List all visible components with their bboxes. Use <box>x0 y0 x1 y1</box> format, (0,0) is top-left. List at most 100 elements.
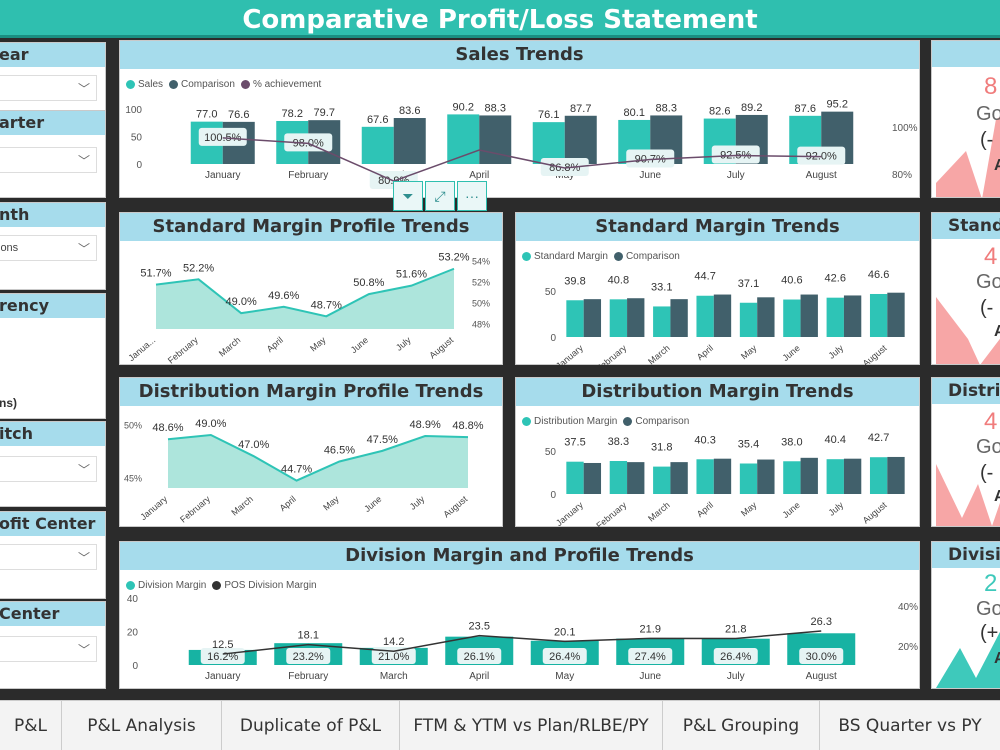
chevron-down-icon: ﹀ <box>77 242 90 256</box>
x-tick-label: June <box>780 343 801 363</box>
x-tick-label: February <box>288 170 328 181</box>
canvas-bottom-edge <box>0 690 1000 700</box>
kpi-card-sales[interactable]: 8 Go (- A <box>931 40 1000 198</box>
year-dropdown[interactable]: ﹀ <box>0 75 97 101</box>
standard-margin-profile-panel[interactable]: Standard Margin Profile Trends 51.7% Janu… <box>119 212 503 365</box>
y-tick-label: 0 <box>136 160 142 171</box>
more-options-icon[interactable]: ··· <box>457 181 487 211</box>
comparison-bar <box>583 299 602 337</box>
standard-margin-chart: 50 0 39.8 January 40.8 February 33.1 March 44.7 A… <box>545 269 905 365</box>
comparison-data-label: 95.2 <box>827 99 848 111</box>
tab-pl-grouping[interactable]: P&L Grouping <box>663 701 820 750</box>
slicer-switch: itch ﹀ <box>0 421 106 507</box>
profit-center-dropdown[interactable]: ﹀ <box>0 544 97 570</box>
sales-bar <box>532 122 565 164</box>
division-margin-chart: 4020040%20%12.516.2%January18.123.2%Febr… <box>127 594 918 682</box>
comparison-data-label: 79.7 <box>314 107 335 119</box>
slicer-center: Center ﹀ <box>0 601 106 689</box>
kpi-card-division-margin[interactable]: Divisi 2 Goa (+ A <box>931 541 1000 689</box>
tab-pl-analysis[interactable]: P&L Analysis <box>62 701 222 750</box>
chart-legend: Sales Comparison % achievement <box>126 79 321 90</box>
area-fill <box>156 268 454 329</box>
pos-data-label: 26.1% <box>464 651 495 663</box>
x-tick-label: August <box>806 671 837 682</box>
primary-bar <box>826 459 844 494</box>
legend-item-achievement[interactable]: % achievement <box>240 79 321 90</box>
legend-item-standard-margin[interactable]: Standard Margin <box>522 251 608 262</box>
tab-pl[interactable]: P&L <box>0 701 62 750</box>
quarter-dropdown[interactable]: ﹀ <box>0 147 97 173</box>
y-tick-label: 52% <box>472 277 490 287</box>
primary-bar <box>783 299 801 337</box>
currency-option[interactable]: ns) <box>0 396 17 410</box>
legend-item-comparison[interactable]: Comparison <box>613 251 680 262</box>
center-dropdown[interactable]: ﹀ <box>0 636 97 662</box>
bar-data-label: 38.0 <box>781 436 802 448</box>
division-data-label: 14.2 <box>383 636 404 648</box>
comparison-data-label: 89.2 <box>741 102 762 114</box>
panel-title: Standard Margin Trends <box>516 213 919 241</box>
sales-bar <box>361 126 394 164</box>
switch-dropdown[interactable]: ﹀ <box>0 456 97 482</box>
tab-duplicate-pl[interactable]: Duplicate of P&L <box>222 701 400 750</box>
x-tick-label: April <box>469 671 489 682</box>
legend-item-comparison[interactable]: Comparison <box>623 416 689 427</box>
distribution-margin-panel[interactable]: Distribution Margin Trends Distribution … <box>515 377 920 527</box>
primary-bar <box>739 302 758 337</box>
x-tick-label: January <box>554 343 585 365</box>
standard-margin-panel[interactable]: Standard Margin Trends Standard Margin C… <box>515 212 920 365</box>
y-tick-label: 0 <box>550 333 556 344</box>
kpi-sparkline <box>936 631 1000 688</box>
area-data-label: 49.0% <box>195 418 226 430</box>
distribution-margin-profile-panel[interactable]: Distribution Margin Profile Trends 48.6%… <box>119 377 503 527</box>
primary-bar <box>696 295 714 337</box>
division-margin-panel[interactable]: Division Margin and Profile Trends Divis… <box>119 541 920 689</box>
achievement-label-box <box>284 133 333 152</box>
x-tick-label: February <box>178 494 212 525</box>
sales-trends-panel[interactable]: Sales Trends Sales Comparison % achievem… <box>119 40 920 198</box>
area-data-label: 46.5% <box>324 444 355 456</box>
tab-bs-quarter[interactable]: BS Quarter vs PY <box>838 716 982 736</box>
area-fill <box>168 434 468 488</box>
x-tick-label: January <box>138 494 169 523</box>
pos-data-label: 16.2% <box>207 651 238 663</box>
kpi-card-standard-margin[interactable]: Stand 4 Goa (- A <box>931 212 1000 365</box>
page-title: Comparative Profit/Loss Statement <box>242 5 758 35</box>
y2-tick-label: 40% <box>898 602 918 613</box>
y-tick-label: 20 <box>127 628 139 639</box>
bar-data-label: 35.4 <box>738 439 759 451</box>
division-data-label: 20.1 <box>554 626 575 638</box>
bar-data-label: 31.8 <box>651 442 672 454</box>
filter-icon[interactable]: ⏷ <box>393 181 423 211</box>
legend-item-distribution-margin[interactable]: Distribution Margin <box>522 416 617 427</box>
legend-item-division-margin[interactable]: Division Margin <box>126 580 206 591</box>
month-dropdown[interactable]: ions ﹀ <box>0 235 97 261</box>
area-data-label: 47.5% <box>367 434 398 446</box>
comparison-bar <box>670 299 688 337</box>
sales-data-label: 87.6 <box>795 103 816 115</box>
x-tick-label: March <box>380 671 408 682</box>
primary-bar <box>609 461 628 494</box>
achievement-label-box <box>711 145 760 164</box>
legend-item-pos-division-margin[interactable]: POS Division Margin <box>212 580 317 591</box>
primary-bar <box>826 297 844 337</box>
pos-division-line <box>222 630 822 655</box>
legend-item-comparison[interactable]: Comparison <box>169 79 235 90</box>
kpi-sparkline <box>936 297 1000 364</box>
chevron-down-icon: ﹀ <box>77 463 90 477</box>
kpi-value: 8 <box>984 73 998 100</box>
primary-bar <box>566 461 584 494</box>
primary-bar <box>609 299 628 337</box>
area-data-label: 48.8% <box>452 420 483 432</box>
legend-item-sales[interactable]: Sales <box>126 79 163 90</box>
distribution-margin-chart: 50 0 37.5 January 38.3 February 31.8 March 40.3 A… <box>545 432 905 527</box>
comparison-bar <box>843 458 862 494</box>
tab-ftm-ytm[interactable]: FTM & YTM vs Plan/RLBE/PY <box>400 701 663 750</box>
y-tick-label: 48% <box>472 320 490 330</box>
slicer-title: Center <box>0 602 105 626</box>
kpi-goal: Goa <box>976 598 1000 620</box>
focus-mode-icon[interactable]: ⤢ <box>425 181 455 211</box>
kpi-card-distribution-margin[interactable]: Distribu 4 Goa (- A <box>931 377 1000 527</box>
y2-tick-label: 20% <box>898 642 918 653</box>
slicer-profit-center: ofit Center ﹀ <box>0 511 106 599</box>
